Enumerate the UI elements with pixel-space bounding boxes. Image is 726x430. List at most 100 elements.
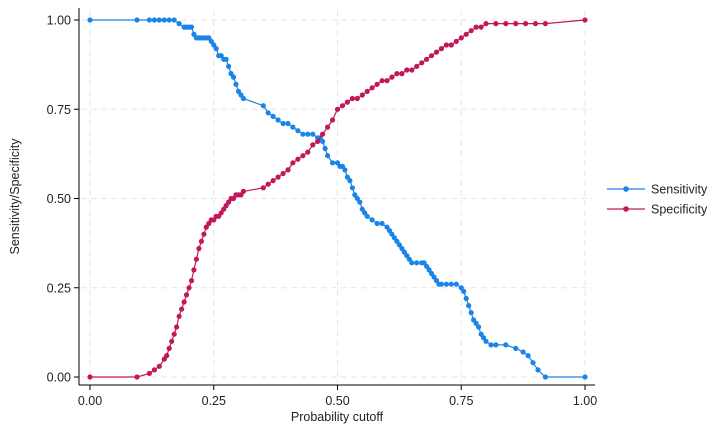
sensitivity-point <box>530 360 536 366</box>
sensitivity-point <box>166 17 172 23</box>
sensitivity-point <box>463 295 469 302</box>
sensitivity-point <box>582 374 588 380</box>
sensitivity-point <box>488 342 494 348</box>
specificity-point <box>198 238 204 244</box>
sensitivity-point <box>146 17 152 23</box>
x-tick-label: 0.00 <box>78 394 102 408</box>
specificity-point <box>315 138 321 144</box>
series-specificity <box>87 17 588 380</box>
specificity-point <box>166 345 172 351</box>
sensitivity-point <box>349 185 355 191</box>
specificity-point <box>151 367 157 373</box>
sensitivity-point <box>151 17 157 23</box>
sensitivity-point <box>270 113 276 119</box>
legend-marker-sensitivity <box>623 186 629 192</box>
specificity-point <box>171 331 177 337</box>
sensitivity-point <box>233 81 239 87</box>
sensitivity-point <box>265 110 271 116</box>
sensitivity-point <box>171 17 177 23</box>
specificity-point <box>146 370 152 376</box>
specificity-point <box>458 35 464 41</box>
specificity-point <box>513 21 519 27</box>
specificity-point <box>354 95 360 102</box>
axes: 0.00 0.25 0.50 0.75 1.00 0.00 0.25 0.50 0.75 1.00 <box>47 8 597 408</box>
sensitivity-point <box>379 220 385 227</box>
specificity-point <box>186 285 192 291</box>
specificity-point <box>468 28 474 34</box>
specificity-point <box>419 60 425 66</box>
specificity-point <box>310 142 316 148</box>
specificity-point <box>134 374 140 380</box>
specificity-point <box>295 156 301 162</box>
sensitivity-point <box>448 281 454 287</box>
specificity-point <box>320 131 326 137</box>
sensitivity-point <box>275 117 281 123</box>
sensitivity-point <box>461 288 467 294</box>
specificity-point <box>329 117 336 123</box>
sensitivity-point <box>188 24 195 30</box>
specificity-point <box>300 153 306 159</box>
specificity-point <box>191 267 197 273</box>
specificity-point <box>280 170 286 177</box>
specificity-point <box>582 17 588 23</box>
specificity-point <box>384 78 390 84</box>
specificity-point <box>174 324 180 330</box>
specificity-point <box>399 71 405 77</box>
specificity-point <box>389 74 395 80</box>
specificity-point <box>176 313 182 319</box>
sensitivity-point <box>438 281 444 287</box>
sensitivity-point <box>503 342 509 348</box>
specificity-point <box>424 56 430 62</box>
y-tick-label: 1.00 <box>47 14 71 28</box>
legend-label-specificity: Specificity <box>651 203 708 217</box>
specificity-point <box>193 256 199 262</box>
specificity-point <box>443 42 449 48</box>
specificity-point <box>364 88 370 94</box>
legend-marker-specificity <box>623 206 629 212</box>
specificity-point <box>290 160 296 166</box>
sensitivity-point <box>226 63 232 69</box>
sensitivity-point <box>453 281 459 287</box>
sensitivity-point <box>374 220 380 227</box>
specificity-point <box>379 78 385 84</box>
specificity-point <box>344 99 350 105</box>
sensitivity-point <box>310 131 316 137</box>
sensitivity-point <box>156 17 162 23</box>
specificity-point <box>181 299 187 305</box>
specificity-point <box>265 181 271 187</box>
sensitivity-point <box>483 338 489 344</box>
specificity-point <box>334 106 341 112</box>
sensitivity-point <box>322 145 328 152</box>
series-sensitivity <box>87 17 588 380</box>
specificity-point <box>428 53 435 59</box>
y-tick-label: 0.25 <box>47 281 71 295</box>
sensitivity-point <box>409 260 415 266</box>
sensitivity-point <box>466 303 472 309</box>
specificity-point <box>542 21 549 27</box>
specificity-point <box>275 174 281 180</box>
specificity-point <box>240 188 246 194</box>
sensitivity-point <box>223 56 229 62</box>
specificity-point <box>473 24 479 30</box>
sensitivity-point <box>320 138 326 144</box>
specificity-point <box>532 21 539 27</box>
specificity-point <box>448 42 454 48</box>
specificity-point <box>339 103 346 109</box>
x-tick-label: 0.25 <box>202 394 226 408</box>
sensitivity-point <box>414 260 420 266</box>
specificity-point <box>453 38 459 45</box>
legend: Sensitivity Specificity <box>607 183 708 217</box>
specificity-point <box>478 24 484 30</box>
specificity-point <box>404 67 410 73</box>
sensitivity-point <box>230 74 237 80</box>
specificity-point <box>87 374 93 380</box>
sensitivity-point <box>325 153 331 159</box>
specificity-point <box>414 63 420 69</box>
x-tick-label: 0.50 <box>325 394 349 408</box>
specificity-point <box>359 92 365 98</box>
sensitivity-point <box>213 46 219 52</box>
sensitivity-point <box>357 199 363 205</box>
specificity-point <box>285 167 291 173</box>
